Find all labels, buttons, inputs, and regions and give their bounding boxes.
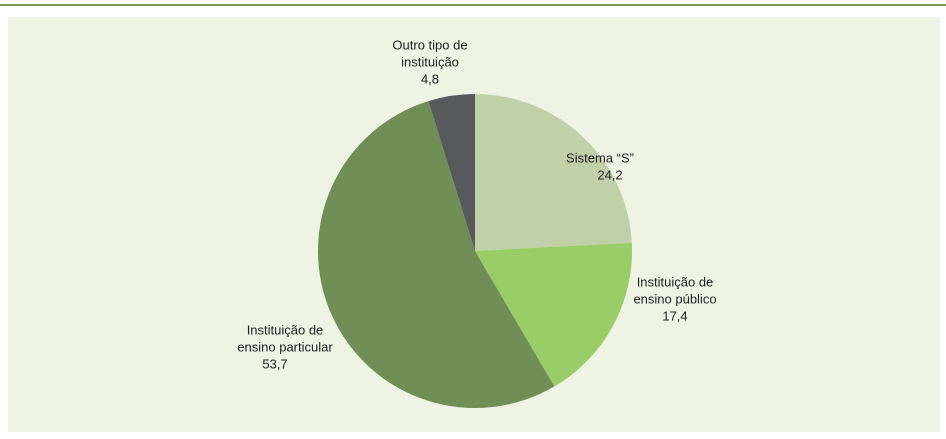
slice-label: Instituição de <box>637 274 714 289</box>
pie-slice <box>428 94 475 251</box>
slice-label: Sistema “S” <box>566 150 634 165</box>
slice-label: ensino público <box>633 291 716 306</box>
slice-label: ensino particular <box>237 339 333 354</box>
slice-value-label: 17,4 <box>662 308 687 323</box>
slice-value-label: 53,7 <box>262 356 287 371</box>
pie-slice <box>475 94 632 251</box>
slice-value-label: 24,2 <box>597 167 622 182</box>
top-rule <box>0 4 946 6</box>
pie-slice <box>317 101 555 409</box>
slice-label: instituição <box>401 54 459 69</box>
slice-label: Instituição de <box>247 322 324 337</box>
slice-label: Outro tipo de <box>392 37 467 52</box>
pie-slice <box>475 242 632 387</box>
slice-value-label: 4,8 <box>421 71 439 86</box>
